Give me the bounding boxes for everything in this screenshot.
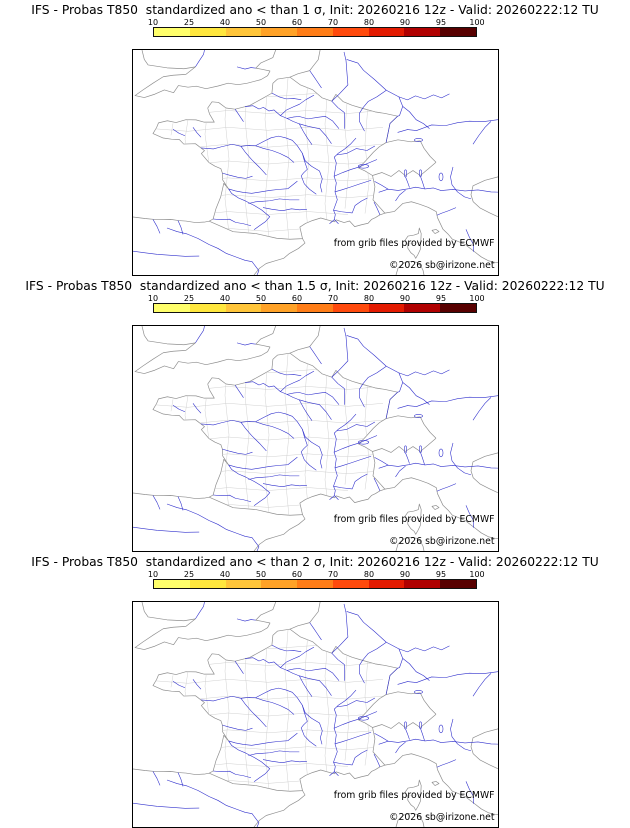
colorbar-segment bbox=[404, 580, 441, 588]
probability-colorbar: 10 25 40 50 60 70 80 90 95 100 bbox=[148, 570, 485, 589]
colorbar-tick-label: 90 bbox=[399, 570, 411, 579]
colorbar-tick-label: 100 bbox=[469, 570, 485, 579]
colorbar-segment bbox=[189, 304, 226, 312]
colorbar-tick-label: 95 bbox=[435, 294, 447, 303]
colorbar-segment bbox=[440, 304, 477, 312]
colorbar-tick-label: 10 bbox=[147, 570, 159, 579]
colorbar-segment bbox=[261, 304, 298, 312]
colorbar-tick-label: 50 bbox=[255, 570, 267, 579]
colorbar-segment bbox=[189, 580, 226, 588]
ecmwf-credit: from grib files provided by ECMWF bbox=[333, 238, 495, 249]
colorbar-tick-label: 40 bbox=[219, 294, 231, 303]
colorbar-tick-label: 95 bbox=[435, 18, 447, 27]
colorbar-segment bbox=[297, 304, 333, 312]
colorbar-segment bbox=[225, 580, 262, 588]
colorbar-segment bbox=[404, 28, 441, 36]
colorbar-segment bbox=[225, 304, 262, 312]
probability-colorbar: 10 25 40 50 60 70 80 90 95 100 bbox=[148, 18, 485, 37]
colorbar-segment bbox=[368, 580, 405, 588]
colorbar-tick-label: 90 bbox=[399, 294, 411, 303]
colorbar-tick-label: 50 bbox=[255, 294, 267, 303]
france-map-panel: from grib files provided by ECMWF ©2026 … bbox=[131, 325, 499, 552]
colorbar-segment bbox=[332, 28, 369, 36]
france-map-panel: from grib files provided by ECMWF ©2026 … bbox=[131, 601, 499, 828]
colorbar-tick-row: 10 25 40 50 60 70 80 90 95 100 bbox=[148, 18, 485, 27]
colorbar-tick-row: 10 25 40 50 60 70 80 90 95 100 bbox=[148, 570, 485, 579]
colorbar-tick-label: 25 bbox=[183, 294, 195, 303]
colorbar-tick-label: 70 bbox=[327, 18, 339, 27]
colorbar-scale bbox=[153, 27, 477, 37]
colorbar-tick-label: 10 bbox=[147, 18, 159, 27]
colorbar-segment bbox=[404, 304, 441, 312]
colorbar-segment bbox=[332, 304, 369, 312]
colorbar-tick-label: 60 bbox=[291, 294, 303, 303]
colorbar-tick-label: 80 bbox=[363, 294, 375, 303]
colorbar-segment bbox=[154, 580, 190, 588]
forecast-panel-sigma-2: IFS - Probas T850 standardized ano < tha… bbox=[0, 552, 630, 828]
colorbar-tick-label: 70 bbox=[327, 570, 339, 579]
colorbar-segment bbox=[368, 304, 405, 312]
colorbar-segment bbox=[189, 28, 226, 36]
colorbar-tick-label: 70 bbox=[327, 294, 339, 303]
ecmwf-credit: from grib files provided by ECMWF bbox=[333, 790, 495, 801]
forecast-panel-sigma-1: IFS - Probas T850 standardized ano < tha… bbox=[0, 0, 630, 276]
panel-title: IFS - Probas T850 standardized ano < tha… bbox=[25, 279, 605, 293]
colorbar-tick-label: 10 bbox=[147, 294, 159, 303]
colorbar-tick-label: 80 bbox=[363, 570, 375, 579]
colorbar-segment bbox=[261, 580, 298, 588]
colorbar-segment bbox=[368, 28, 405, 36]
colorbar-segment bbox=[332, 580, 369, 588]
france-map-panel: from grib files provided by ECMWF ©2026 … bbox=[131, 49, 499, 276]
colorbar-scale bbox=[153, 579, 477, 589]
ecmwf-credit: from grib files provided by ECMWF bbox=[333, 514, 495, 525]
copyright-credit: ©2026 sb@irizone.net bbox=[389, 812, 495, 823]
colorbar-segment bbox=[225, 28, 262, 36]
colorbar-tick-label: 60 bbox=[291, 18, 303, 27]
copyright-credit: ©2026 sb@irizone.net bbox=[389, 536, 495, 547]
colorbar-tick-row: 10 25 40 50 60 70 80 90 95 100 bbox=[148, 294, 485, 303]
colorbar-tick-label: 50 bbox=[255, 18, 267, 27]
colorbar-segment bbox=[440, 580, 477, 588]
probability-colorbar: 10 25 40 50 60 70 80 90 95 100 bbox=[148, 294, 485, 313]
colorbar-tick-label: 60 bbox=[291, 570, 303, 579]
colorbar-tick-label: 100 bbox=[469, 18, 485, 27]
colorbar-tick-label: 80 bbox=[363, 18, 375, 27]
colorbar-segment bbox=[154, 28, 190, 36]
colorbar-tick-label: 100 bbox=[469, 294, 485, 303]
colorbar-tick-label: 40 bbox=[219, 570, 231, 579]
panel-title: IFS - Probas T850 standardized ano < tha… bbox=[31, 555, 599, 569]
panel-title: IFS - Probas T850 standardized ano < tha… bbox=[31, 3, 599, 17]
colorbar-segment bbox=[154, 304, 190, 312]
colorbar-tick-label: 40 bbox=[219, 18, 231, 27]
colorbar-tick-label: 90 bbox=[399, 18, 411, 27]
colorbar-segment bbox=[261, 28, 298, 36]
colorbar-tick-label: 25 bbox=[183, 18, 195, 27]
colorbar-tick-label: 95 bbox=[435, 570, 447, 579]
colorbar-tick-label: 25 bbox=[183, 570, 195, 579]
colorbar-scale bbox=[153, 303, 477, 313]
colorbar-segment bbox=[297, 580, 333, 588]
colorbar-segment bbox=[440, 28, 477, 36]
forecast-panel-sigma-1-5: IFS - Probas T850 standardized ano < tha… bbox=[0, 276, 630, 552]
colorbar-segment bbox=[297, 28, 333, 36]
copyright-credit: ©2026 sb@irizone.net bbox=[389, 260, 495, 271]
